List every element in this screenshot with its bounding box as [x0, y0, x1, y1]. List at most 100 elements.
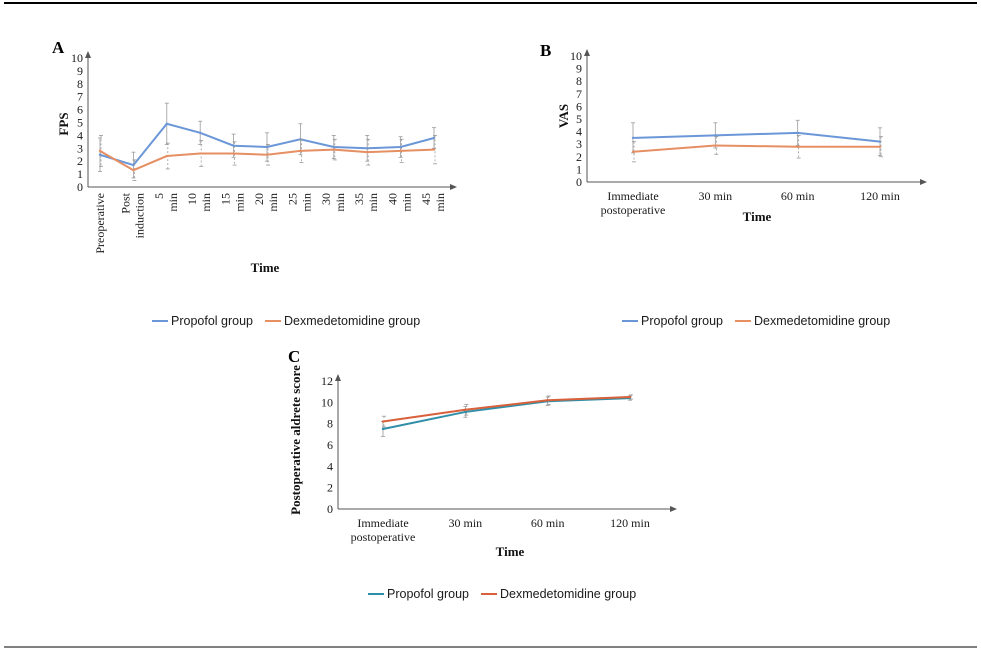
x-axis-arrow: [920, 179, 927, 185]
data-point: [464, 408, 467, 411]
x-tick-label: 60 min: [781, 189, 815, 203]
y-tick-label: 2: [327, 481, 333, 495]
legend-label: Dexmedetomidine group: [284, 314, 420, 328]
legend-label: Propofol group: [641, 314, 723, 328]
data-point: [432, 148, 436, 151]
x-tick-label: 30 min: [448, 516, 482, 530]
data-point: [432, 136, 436, 140]
x-tick-label: 30 min: [698, 189, 732, 203]
data-point: [366, 150, 369, 154]
data-point: [165, 154, 168, 158]
series-line-propofol: [632, 131, 881, 143]
data-point: [199, 131, 202, 135]
series-line-dexmedetomidine: [632, 144, 880, 153]
x-tick-label: 35min: [352, 193, 380, 212]
y-tick-label: 4: [77, 128, 83, 142]
x-axis-arrow: [450, 184, 457, 190]
data-point: [796, 145, 799, 148]
y-tick-label: 9: [576, 62, 582, 76]
x-tick-label: 120 min: [610, 516, 650, 530]
x-axis-arrow: [670, 506, 677, 512]
x-axis-title: Time: [496, 544, 525, 559]
data-point: [546, 399, 549, 402]
x-tick-label: 5min: [152, 193, 180, 212]
x-tick-label: 60 min: [531, 516, 565, 530]
y-tick-label: 0: [576, 175, 582, 189]
y-axis-title: Postoperative aldrete score: [288, 365, 303, 515]
x-tick-label: Immediate postoperative: [601, 189, 666, 217]
data-point: [796, 131, 799, 135]
y-tick-label: 6: [576, 99, 582, 113]
y-tick-label: 6: [77, 103, 83, 117]
data-point: [232, 152, 235, 155]
x-tick-label: 120 min: [860, 189, 900, 203]
data-point: [628, 395, 632, 399]
legend-label: Propofol group: [171, 314, 253, 328]
x-tick-label: Preoperative: [93, 193, 107, 254]
chart-c: 0 2 4 6 8 10 12 Immediate postoperative 30 min 60 …: [288, 365, 677, 601]
y-axis-arrow: [85, 51, 91, 58]
data-point: [98, 149, 102, 153]
y-tick-label: 1: [77, 167, 83, 181]
y-tick-label: 5: [576, 112, 582, 126]
y-tick-label: 10: [570, 49, 582, 63]
data-point: [381, 420, 385, 423]
data-point: [714, 144, 717, 147]
y-tick-label: 10: [321, 395, 333, 409]
y-tick-label: 2: [576, 150, 582, 164]
y-axis-title: VAS: [556, 104, 571, 128]
y-tick-label: 0: [77, 180, 83, 194]
data-point: [631, 150, 635, 153]
x-tick-label: 10min: [185, 193, 213, 212]
x-tick-label: 25min: [285, 193, 313, 212]
x-tick-label: 15min: [219, 193, 247, 212]
series-line-dexmedetomidine: [382, 396, 631, 423]
data-point: [299, 149, 302, 153]
data-point: [199, 152, 202, 155]
y-tick-label: 3: [576, 137, 582, 151]
y-tick-label: 8: [576, 74, 582, 88]
y-tick-label: 7: [77, 90, 83, 104]
x-tick-label: 40min: [386, 193, 414, 212]
data-point: [878, 145, 882, 148]
x-tick-label: 45min: [419, 193, 447, 212]
y-tick-label: 0: [327, 502, 333, 516]
data-point: [399, 149, 402, 153]
data-point: [332, 145, 335, 149]
data-point: [714, 134, 717, 137]
series-line-propofol: [382, 397, 631, 430]
data-point: [265, 145, 269, 149]
panel-c-label: C: [288, 347, 300, 366]
data-point: [399, 145, 402, 149]
x-tick-label: 30min: [319, 193, 347, 212]
y-tick-label: 8: [77, 77, 83, 91]
panel-b-label: B: [540, 41, 551, 60]
y-tick-label: 8: [327, 417, 333, 431]
legend-label: Dexmedetomidine group: [500, 587, 636, 601]
y-tick-label: 1: [576, 162, 582, 176]
data-point: [464, 410, 467, 414]
x-tick-label: 20min: [252, 193, 280, 212]
data-point: [332, 148, 335, 151]
y-axis-title: FPS: [56, 112, 71, 135]
data-point: [366, 147, 369, 150]
data-point: [165, 122, 168, 125]
data-point: [381, 427, 385, 431]
y-axis-arrow: [335, 374, 341, 381]
legend-label: Dexmedetomidine group: [754, 314, 890, 328]
x-tick-label: Postinduction: [118, 192, 146, 238]
y-tick-label: 2: [77, 154, 83, 168]
data-point: [265, 153, 269, 156]
y-tick-label: 12: [321, 374, 333, 388]
data-point: [98, 153, 102, 156]
panel-a-label: A: [52, 38, 65, 57]
y-tick-label: 4: [576, 125, 582, 139]
y-tick-label: 10: [71, 51, 83, 65]
y-tick-label: 5: [77, 116, 83, 130]
x-tick-label: Immediate postoperative: [351, 516, 416, 544]
x-axis-title: Time: [251, 260, 280, 275]
data-point: [631, 136, 635, 140]
